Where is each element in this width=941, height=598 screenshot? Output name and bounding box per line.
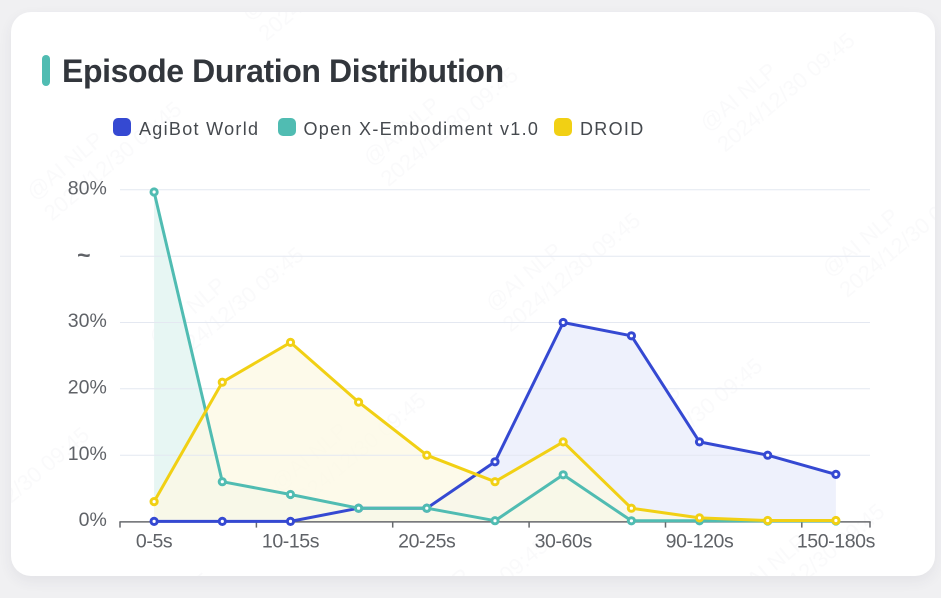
svg-text:90-120s: 90-120s bbox=[666, 531, 734, 553]
svg-text:20-25s: 20-25s bbox=[398, 531, 456, 553]
svg-text:30-60s: 30-60s bbox=[535, 531, 593, 553]
svg-text:30%: 30% bbox=[68, 310, 107, 332]
svg-text:150-180s: 150-180s bbox=[797, 531, 876, 553]
svg-text:10-15s: 10-15s bbox=[262, 531, 320, 553]
svg-text:~: ~ bbox=[77, 242, 90, 268]
svg-text:80%: 80% bbox=[68, 177, 107, 199]
svg-text:0%: 0% bbox=[79, 509, 107, 531]
svg-text:20%: 20% bbox=[68, 376, 107, 398]
svg-text:0-5s: 0-5s bbox=[136, 531, 173, 553]
svg-text:10%: 10% bbox=[68, 443, 107, 465]
